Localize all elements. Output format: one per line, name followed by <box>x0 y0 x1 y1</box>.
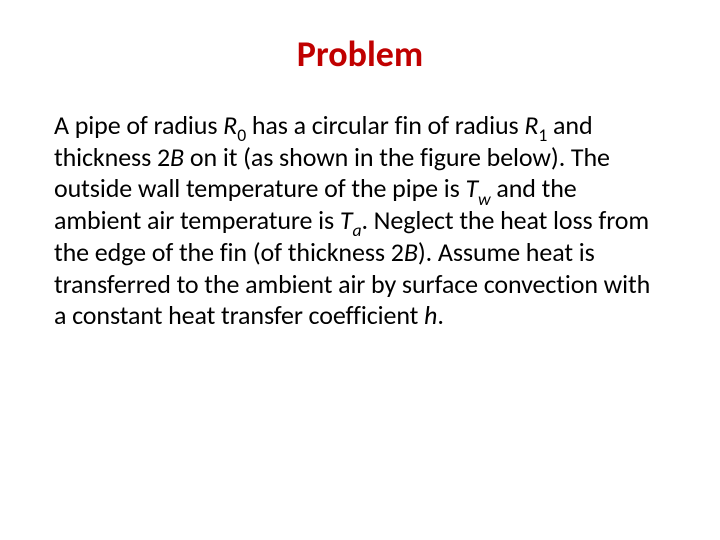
sub-a: a <box>352 219 361 241</box>
var-h: h <box>424 299 437 331</box>
sub-0: 0 <box>237 124 246 146</box>
sub-1: 1 <box>538 124 547 146</box>
var-B: B <box>170 141 184 173</box>
sub-w: w <box>478 188 491 210</box>
var-R: R <box>524 109 538 141</box>
var-R: R <box>223 109 237 141</box>
var-T: T <box>340 204 353 236</box>
text-segment: . <box>437 299 443 331</box>
text-segment: A pipe of radius <box>54 109 223 141</box>
text-segment: has a circular fin of radius <box>246 109 524 141</box>
slide-title: Problem <box>54 32 666 76</box>
var-T: T <box>465 172 478 204</box>
slide-container: Problem A pipe of radius R0 has a circul… <box>0 0 720 540</box>
var-B: B <box>404 236 418 268</box>
problem-statement: A pipe of radius R0 has a circular fin o… <box>54 110 666 332</box>
